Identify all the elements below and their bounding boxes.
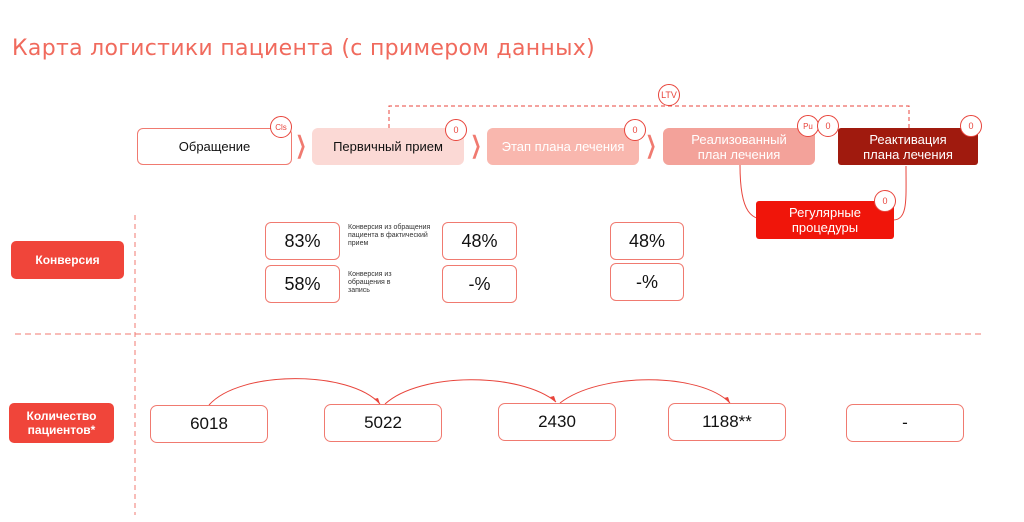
chevron-right-icon: ❯ — [645, 132, 657, 159]
stage-appeal[interactable]: Обращение — [137, 128, 292, 165]
chevron-right-icon: ❯ — [295, 132, 307, 159]
stage-reactivation-label: Реактивация плана лечения — [863, 131, 953, 162]
stage-reactivation[interactable]: Реактивация плана лечения — [838, 128, 978, 165]
conversion-col1-bottom: 58% — [265, 265, 340, 303]
stage-plan[interactable]: Этап плана лечения — [487, 128, 639, 165]
stage-regular-label: Регулярные процедуры — [789, 205, 861, 235]
stage-plan-badge: 0 — [624, 119, 646, 141]
row-label-conversion: Конверсия — [11, 241, 124, 279]
conversion-col1-top: 83% — [265, 222, 340, 260]
conversion-col2-top: 48% — [442, 222, 517, 260]
conversion-col3-bottom: -% — [610, 263, 684, 301]
ltv-bracket — [388, 105, 910, 128]
arrow-head-3 — [724, 397, 730, 403]
arrow-head-1 — [374, 398, 380, 404]
page-title: Карта логистики пациента (с примером дан… — [12, 36, 595, 61]
conversion-col2-bottom: -% — [442, 265, 517, 303]
stage-primary-badge: 0 — [445, 119, 467, 141]
stage-realized[interactable]: Реализованный план лечения — [663, 128, 815, 165]
stage-plan-label: Этап плана лечения — [501, 139, 625, 154]
stage-appeal-badge: Cls — [270, 116, 292, 138]
stage-realized-badge: 0 — [817, 115, 839, 137]
stage-realized-badge-pu: Pu — [797, 115, 819, 137]
stage-realized-label: Реализованный план лечения — [691, 131, 787, 162]
ltv-badge: LTV — [658, 84, 680, 106]
stage-appeal-label: Обращение — [178, 139, 251, 154]
stage-reactivation-badge: 0 — [960, 115, 982, 137]
count-arc-1 — [208, 378, 381, 406]
count-arc-3 — [559, 379, 731, 404]
row-label-patients: Количество пациентов* — [9, 403, 114, 443]
stage-primary-label: Первичный прием — [333, 139, 443, 154]
count-reactivation: - — [846, 404, 964, 442]
chevron-right-icon: ❯ — [470, 132, 482, 159]
conversion-note-bottom: Конверсия из обращения в запись — [348, 271, 392, 294]
count-arc-2 — [384, 379, 557, 405]
count-realized: 1188** — [668, 403, 786, 441]
count-appeal: 6018 — [150, 405, 268, 443]
stage-primary[interactable]: Первичный прием — [312, 128, 464, 165]
arrow-head-2 — [550, 396, 556, 402]
count-primary: 5022 — [324, 404, 442, 442]
conversion-note-top: Конверсия из обращения пациента в фактич… — [348, 224, 431, 247]
count-plan: 2430 — [498, 403, 616, 441]
stage-regular-badge: 0 — [874, 190, 896, 212]
stage-regular[interactable]: Регулярные процедуры — [756, 201, 894, 239]
reactivation-loop-connector — [892, 165, 907, 221]
conversion-col3-top: 48% — [610, 222, 684, 260]
